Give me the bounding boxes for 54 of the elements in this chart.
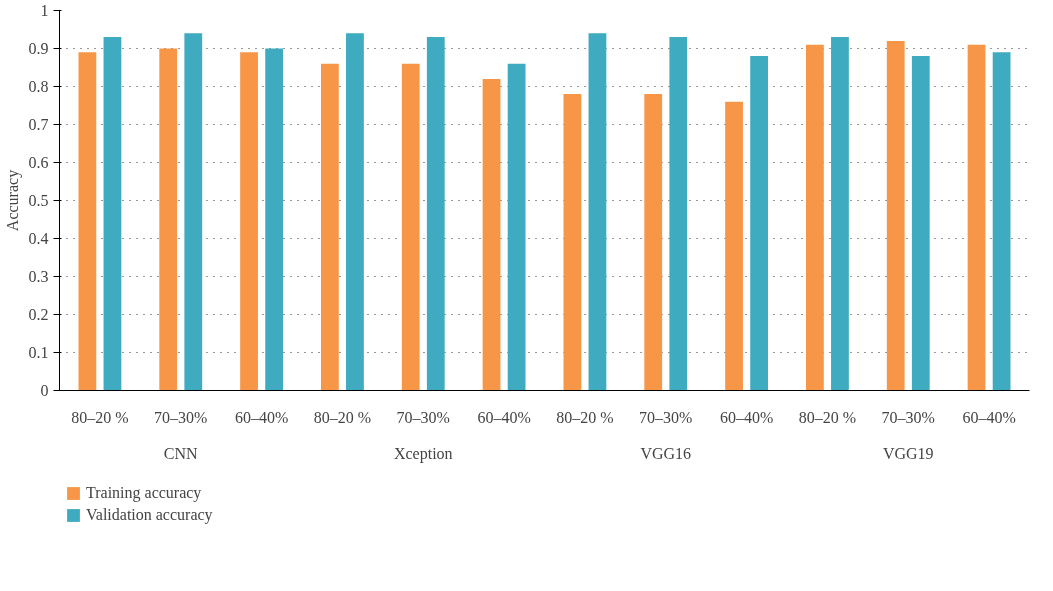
bar bbox=[644, 94, 663, 391]
x-tick-label: 60–40% bbox=[962, 408, 1016, 426]
bar bbox=[806, 44, 824, 391]
bar bbox=[886, 40, 905, 391]
bar bbox=[78, 52, 97, 391]
bar bbox=[401, 63, 420, 391]
legend-label: Validation accuracy bbox=[86, 506, 213, 524]
bar bbox=[426, 37, 445, 391]
bar bbox=[240, 52, 258, 391]
bar bbox=[992, 52, 1011, 391]
x-tick-label: 60–40% bbox=[719, 408, 774, 426]
x-tick-label: 70–30% bbox=[881, 408, 935, 426]
y-tick-label: 0.8 bbox=[28, 78, 49, 95]
bar bbox=[725, 101, 743, 391]
bar bbox=[507, 63, 526, 391]
x-tick-label: 70–30% bbox=[639, 408, 693, 426]
y-tick-label: 1 bbox=[40, 2, 49, 19]
y-tick-label: 0.4 bbox=[28, 230, 49, 247]
x-tick-label: 80–20 % bbox=[71, 408, 129, 426]
bar bbox=[482, 78, 501, 391]
bar bbox=[669, 37, 688, 391]
bar bbox=[588, 33, 607, 391]
bar bbox=[346, 33, 364, 391]
bar bbox=[103, 37, 122, 391]
bar bbox=[159, 48, 178, 391]
x-tick-label: 60–40% bbox=[477, 408, 531, 426]
bar bbox=[750, 56, 768, 391]
bar bbox=[911, 56, 930, 391]
y-tick-label: 0.3 bbox=[28, 268, 49, 285]
bar bbox=[184, 33, 203, 391]
x-tick-label: 80–20 % bbox=[313, 408, 372, 426]
x-tick-label: 80–20 % bbox=[798, 408, 857, 426]
legend-label: Training accuracy bbox=[86, 484, 202, 502]
y-tick-label: 0.2 bbox=[28, 306, 49, 323]
text: CNN bbox=[163, 444, 199, 462]
y-tick-label: 0.7 bbox=[28, 116, 49, 133]
bar bbox=[265, 48, 283, 391]
x-tick-label: 70–30% bbox=[154, 408, 208, 426]
bar bbox=[321, 63, 339, 391]
bar bbox=[967, 44, 986, 391]
text: Xception bbox=[393, 444, 453, 463]
text: VGG16 bbox=[640, 444, 692, 462]
y-axis-title: Accuracy bbox=[3, 169, 22, 232]
y-tick-label: 0 bbox=[40, 382, 49, 399]
text: VGG19 bbox=[882, 444, 934, 462]
bar bbox=[831, 37, 849, 391]
y-tick-label: 0.5 bbox=[28, 192, 49, 209]
y-tick-label: 0.1 bbox=[28, 344, 49, 361]
x-tick-label: 80–20 % bbox=[556, 408, 614, 426]
y-tick-label: 0.6 bbox=[28, 154, 49, 171]
x-tick-label: 60–40% bbox=[234, 408, 289, 426]
x-tick-label: 70–30% bbox=[396, 408, 450, 426]
y-tick-label: 0.9 bbox=[28, 40, 49, 57]
bar bbox=[563, 94, 582, 391]
